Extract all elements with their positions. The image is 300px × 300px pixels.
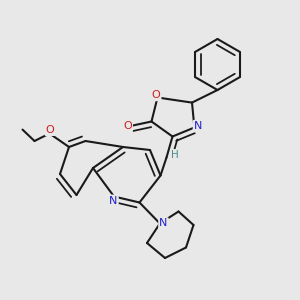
Text: N: N	[109, 196, 118, 206]
Text: H: H	[171, 150, 179, 160]
Text: N: N	[159, 218, 168, 229]
Text: O: O	[123, 121, 132, 131]
Text: O: O	[46, 125, 55, 135]
Text: O: O	[152, 90, 160, 100]
Text: N: N	[194, 121, 202, 131]
